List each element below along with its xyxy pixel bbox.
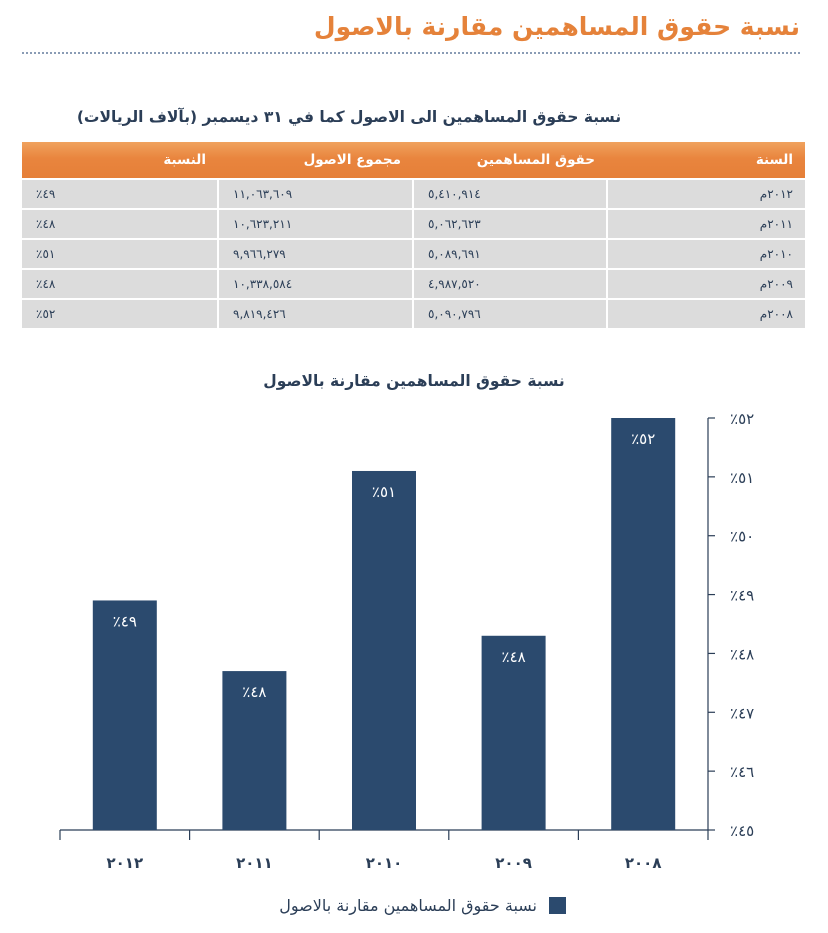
bar-chart: ٪٤٥ ٪٤٦ ٪٤٧ ٪٤٨ ٪٤٩ ٪٥٠ ٪٥١ ٪٥٢ ٪٤٩ ٢٠١٢ ٪٤٨ ٢٠١١ ٪٥… [59,410,754,872]
table-row: ٢٠١٠م ٥,٠٨٩,٦٩١ ٩,٩٦٦,٢٧٩ ٪٥١ [22,238,805,269]
bar [611,418,676,830]
cell-year: ٢٠١٠م [606,238,805,269]
header-total-assets: مجموع الاصول [218,142,413,179]
title-divider [22,52,800,54]
cell-total-assets: ١١,٠٦٣,٦٠٩ [217,178,413,209]
bar-data-label: ٪٥١ [372,483,396,501]
equity-table: السنة حقوق المساهمين مجموع الاصول النسبة… [22,142,805,328]
chart-legend: نسبة حقوق المساهمين مقارنة بالاصول [279,896,566,915]
header-year: السنة [607,142,805,179]
cell-ratio: ٪٤٨ [22,268,218,299]
table-row: ٢٠١١م ٥,٠٦٢,٦٢٣ ١٠,٦٢٣,٢١١ ٪٤٨ [22,208,805,239]
header-ratio: النسبة [22,142,218,179]
y-tick-label: ٪٤٥ [730,822,754,840]
y-tick-label: ٪٥٢ [730,410,754,428]
bar-data-label: ٪٤٨ [502,648,526,666]
bar-data-label: ٪٤٩ [113,612,137,630]
cell-total-assets: ١٠,٣٣٨,٥٨٤ [217,268,413,299]
y-tick-label: ٪٤٦ [730,763,754,781]
y-tick-label: ٪٥٠ [730,528,754,546]
cell-equity: ٥,٠٨٩,٦٩١ [412,238,607,269]
bar [92,600,157,830]
cell-equity: ٥,٠٩٠,٧٩٦ [412,298,607,328]
cell-year: ٢٠٠٨م [606,298,805,328]
x-tick-label: ٢٠١٠ [366,854,403,872]
cell-total-assets: ١٠,٦٢٣,٢١١ [217,208,413,239]
x-tick-label: ٢٠١١ [236,854,273,872]
x-tick-label: ٢٠١٢ [106,854,143,872]
cell-ratio: ٪٥١ [22,238,218,269]
bar-data-label: ٪٤٨ [242,683,266,701]
chart-title: نسبة حقوق المساهمين مقارنة بالاصول [263,372,565,390]
table-title: نسبة حقوق المساهمين الى الاصول كما في ٣١… [76,108,622,126]
cell-equity: ٤,٩٨٧,٥٢٠ [412,268,607,299]
page-title: نسبة حقوق المساهمين مقارنة بالاصول [313,12,800,41]
legend-label: نسبة حقوق المساهمين مقارنة بالاصول [279,896,537,915]
y-tick-label: ٪٤٨ [730,645,754,663]
table-row: ٢٠٠٩م ٤,٩٨٧,٥٢٠ ١٠,٣٣٨,٥٨٤ ٪٤٨ [22,268,805,299]
legend-swatch [549,897,566,914]
cell-equity: ٥,٤١٠,٩١٤ [412,178,607,209]
bar-data-label: ٪٥٢ [631,430,655,448]
x-tick-label: ٢٠٠٩ [495,854,532,872]
bar [222,671,287,830]
table-row: ٢٠١٢م ٥,٤١٠,٩١٤ ١١,٠٦٣,٦٠٩ ٪٤٩ [22,178,805,209]
y-tick-label: ٪٥١ [730,469,754,487]
x-tick-label: ٢٠٠٨ [625,854,662,872]
table-row: ٢٠٠٨م ٥,٠٩٠,٧٩٦ ٩,٨١٩,٤٢٦ ٪٥٢ [22,298,805,328]
cell-year: ٢٠١٢م [606,178,805,209]
cell-total-assets: ٩,٩٦٦,٢٧٩ [217,238,413,269]
cell-year: ٢٠٠٩م [606,268,805,299]
y-tick-label: ٪٤٧ [730,704,754,722]
cell-total-assets: ٩,٨١٩,٤٢٦ [217,298,413,328]
cell-ratio: ٪٥٢ [22,298,218,328]
cell-ratio: ٪٤٨ [22,208,218,239]
table-header-row: السنة حقوق المساهمين مجموع الاصول النسبة [22,142,805,179]
header-equity: حقوق المساهمين [413,142,607,179]
bar [352,470,416,830]
cell-year: ٢٠١١م [606,208,805,239]
cell-equity: ٥,٠٦٢,٦٢٣ [412,208,607,239]
cell-ratio: ٪٤٩ [22,178,218,209]
y-tick-label: ٪٤٩ [730,587,754,605]
bar [481,635,546,830]
